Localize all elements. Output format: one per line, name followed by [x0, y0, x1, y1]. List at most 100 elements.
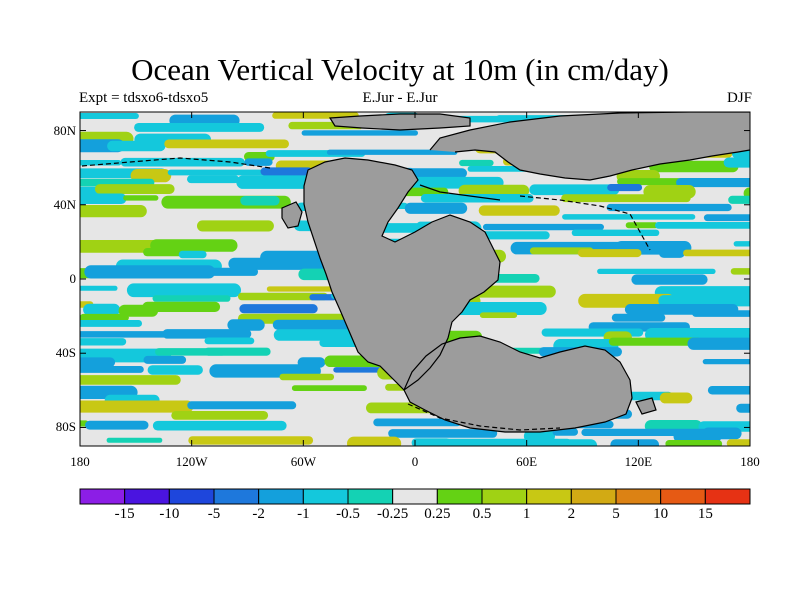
- colorbar-swatch: [302, 488, 349, 505]
- velocity-band: [187, 175, 239, 184]
- velocity-band: [561, 194, 691, 203]
- velocity-band: [164, 139, 289, 149]
- velocity-band: [239, 304, 318, 314]
- shelf-contour-north: [419, 184, 501, 201]
- colorbar-label: -5: [207, 506, 221, 522]
- colorbar-swatch: [347, 488, 394, 505]
- velocity-band: [553, 439, 598, 446]
- velocity-band: [227, 319, 265, 331]
- shelf-contour-east: [519, 195, 651, 251]
- colorbar-label: 15: [697, 506, 713, 522]
- velocity-band: [659, 392, 693, 404]
- colorbar-label: -2: [252, 506, 265, 522]
- colorbar-swatch: [615, 488, 662, 505]
- velocity-band: [404, 202, 468, 214]
- velocity-band: [120, 157, 245, 167]
- velocity-band: [631, 274, 708, 285]
- velocity-band: [562, 214, 696, 220]
- velocity-band: [80, 320, 142, 327]
- coastline-island-se: [635, 397, 657, 415]
- lon-label: 0: [411, 454, 419, 469]
- coastline-gondwana: [403, 335, 633, 433]
- velocity-band: [702, 359, 750, 365]
- velocity-band: [529, 247, 594, 255]
- velocity-band: [608, 337, 702, 346]
- colorbar-swatch: [436, 488, 483, 505]
- shelf-contour-south: [407, 403, 561, 431]
- velocity-band: [83, 303, 121, 316]
- plot-title: Ocean Vertical Velocity at 10m (in cm/da…: [131, 52, 669, 87]
- colorbar-swatch: [213, 488, 260, 505]
- lat-label: 80S: [55, 419, 76, 435]
- velocity-band: [80, 375, 181, 385]
- experiment-label: Expt = tdsxo6-tdsxo5: [79, 90, 209, 106]
- velocity-band: [683, 249, 750, 257]
- colorbar-label: 0.25: [424, 506, 451, 522]
- velocity-band: [244, 158, 273, 166]
- velocity-band: [333, 367, 387, 373]
- colorbar-label: 5: [612, 506, 620, 522]
- colorbar-swatch: [526, 488, 572, 505]
- velocity-band: [597, 268, 716, 274]
- velocity-band: [126, 283, 241, 298]
- velocity-band: [702, 427, 742, 440]
- velocity-band: [676, 178, 750, 188]
- velocity-band: [723, 157, 750, 168]
- colorbar-swatch: [392, 488, 438, 505]
- velocity-band: [143, 355, 187, 364]
- velocity-band: [176, 267, 258, 276]
- island-west: [282, 202, 302, 228]
- velocity-band: [178, 250, 207, 259]
- velocity-band: [152, 420, 287, 431]
- velocity-band: [478, 205, 560, 216]
- lon-label: 180: [70, 454, 90, 469]
- lon-label: 60W: [290, 454, 316, 469]
- velocity-band: [730, 268, 750, 275]
- velocity-band: [408, 168, 467, 178]
- velocity-band: [611, 313, 666, 322]
- velocity-band: [479, 312, 518, 318]
- velocity-band: [123, 195, 159, 201]
- velocity-band: [260, 167, 313, 176]
- velocity-band: [326, 149, 458, 155]
- island-southeast: [636, 398, 656, 414]
- velocity-band: [80, 357, 116, 368]
- velocity-band: [665, 440, 723, 446]
- coastline-pangaea: [303, 157, 501, 391]
- coastlines: [81, 112, 750, 433]
- velocity-band: [291, 385, 367, 391]
- shelf-contour-west: [81, 157, 271, 169]
- lon-label: 180: [740, 454, 760, 469]
- velocity-band: [188, 436, 314, 445]
- lat-label: 80N: [53, 122, 76, 138]
- arctic-landmass: [330, 114, 470, 130]
- velocity-band: [728, 195, 750, 204]
- velocity-band: [80, 205, 147, 218]
- velocity-band: [80, 400, 194, 413]
- velocity-band: [692, 310, 750, 317]
- colorbar-label: -0.5: [336, 506, 360, 522]
- velocity-band: [707, 386, 750, 395]
- velocity-band: [610, 439, 659, 446]
- colorbar-swatch: [79, 488, 126, 505]
- velocity-band: [107, 140, 166, 152]
- velocity-band: [197, 220, 274, 232]
- velocity-band: [458, 184, 530, 197]
- velocity-band: [238, 292, 328, 301]
- velocity-band: [420, 194, 534, 203]
- velocity-band: [80, 160, 122, 166]
- velocity-band: [749, 332, 750, 339]
- gondwana-landmass: [404, 336, 632, 432]
- pangaea-landmass: [304, 158, 500, 390]
- velocity-band: [658, 295, 750, 307]
- coastline-arctic: [328, 113, 471, 131]
- lat-label: 0: [69, 271, 77, 286]
- velocity-band: [733, 241, 750, 247]
- colorbar-label: 1: [522, 506, 531, 522]
- colorbar-swatch: [660, 488, 706, 505]
- velocity-band: [373, 418, 462, 427]
- colorbar-swatch: [258, 488, 304, 505]
- colorbar-swatch: [704, 488, 751, 505]
- colorbar-label: -15: [114, 506, 135, 522]
- colorbar-label: 2: [567, 506, 576, 522]
